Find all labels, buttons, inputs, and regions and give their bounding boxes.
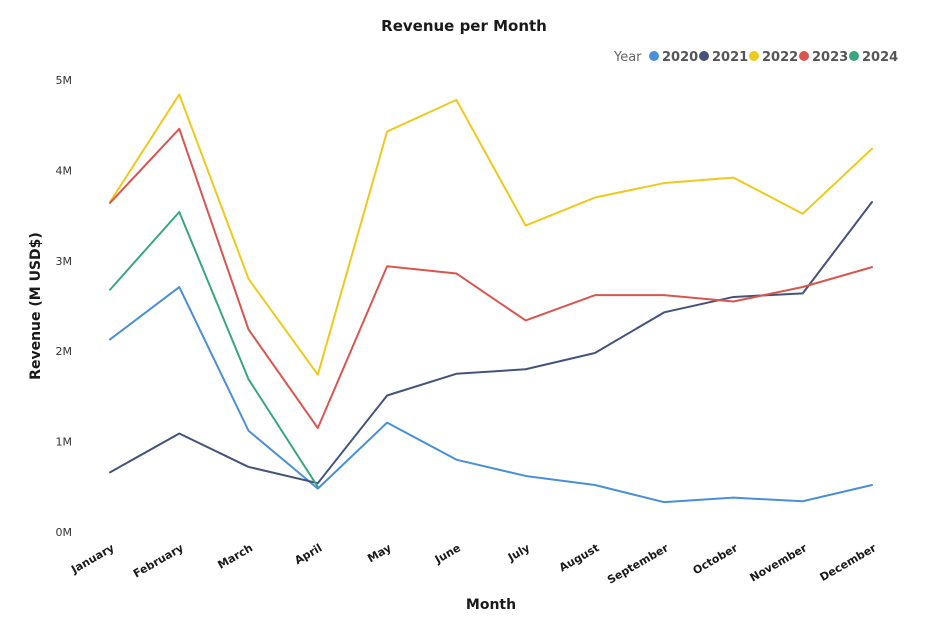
y-tick-label: 1M <box>56 436 73 449</box>
legend-marker <box>849 51 859 61</box>
legend-label: 2022 <box>762 50 798 65</box>
series-line-2023 <box>109 127 873 430</box>
legend-title: Year <box>613 50 642 65</box>
legend-marker <box>699 51 709 61</box>
x-tick-label: June <box>432 541 463 566</box>
x-tick-label: July <box>505 541 532 564</box>
legend-marker <box>749 51 759 61</box>
legend: Year 2020 2021 2022 2023 2024 <box>613 50 898 65</box>
series-line-2020 <box>109 286 873 504</box>
x-tick-label: October <box>691 541 741 577</box>
legend-label: 2023 <box>812 50 848 65</box>
legend-item-2022[interactable]: 2022 <box>749 50 798 65</box>
y-tick-label: 0M <box>56 526 73 539</box>
x-tick-label: April <box>292 541 324 567</box>
legend-label: 2024 <box>862 50 898 65</box>
series-line-2022 <box>109 93 873 376</box>
x-axis-title: Month <box>466 597 516 613</box>
chart-title: Revenue per Month <box>381 17 547 35</box>
series-line-2024 <box>109 210 319 488</box>
legend-item-2021[interactable]: 2021 <box>699 50 748 65</box>
legend-item-2023[interactable]: 2023 <box>799 50 848 65</box>
y-axis-title: Revenue (M USD$) <box>28 232 44 380</box>
x-tick-label: May <box>365 541 393 565</box>
legend-label: 2021 <box>712 50 748 65</box>
x-tick-label: January <box>68 541 116 576</box>
y-tick-label: 4M <box>56 164 73 177</box>
y-tick-label: 5M <box>56 74 73 87</box>
legend-marker <box>649 51 659 61</box>
legend-item-2020[interactable]: 2020 <box>649 50 698 65</box>
y-tick-label: 2M <box>56 345 73 358</box>
x-axis: January February March April May June July Augu… <box>68 541 879 587</box>
x-tick-label: December <box>818 541 879 584</box>
plot-area <box>109 93 873 504</box>
legend-marker <box>799 51 809 61</box>
x-tick-label: February <box>131 541 186 580</box>
series-line-2021 <box>109 201 873 485</box>
x-tick-label: August <box>557 541 601 574</box>
y-axis: 0M 1M 2M 3M 4M 5M <box>56 74 73 539</box>
x-tick-label: September <box>605 541 671 587</box>
y-tick-label: 3M <box>56 255 73 268</box>
legend-label: 2020 <box>662 50 698 65</box>
x-tick-label: March <box>216 541 256 571</box>
legend-item-2024[interactable]: 2024 <box>849 50 898 65</box>
x-tick-label: November <box>748 541 810 584</box>
